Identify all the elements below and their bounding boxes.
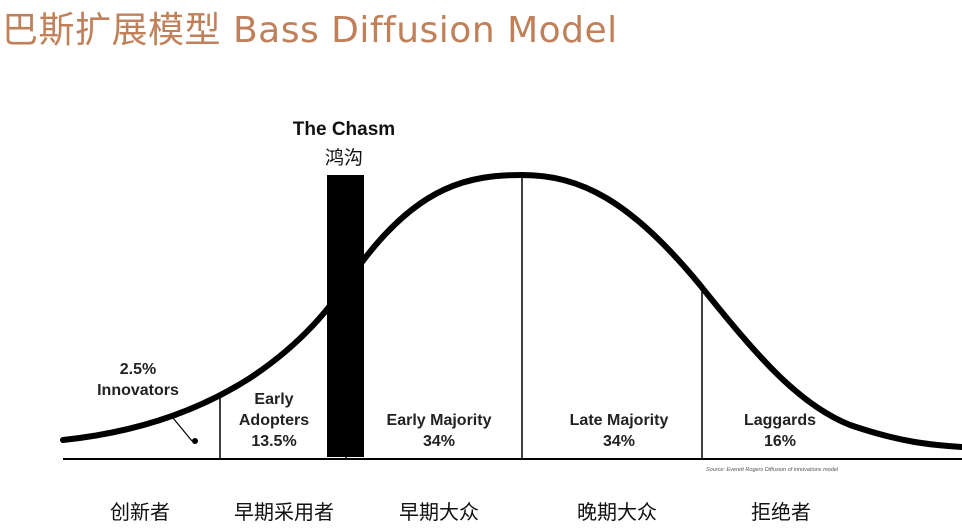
innovators-name: Innovators [97, 382, 179, 399]
early-majority-label: Early Majority 34% [366, 410, 512, 452]
chasm-label-cn: 鸿沟 [324, 147, 363, 169]
late-majority-cn-label: 晚期大众 [577, 500, 657, 524]
late-majority-label: Late Majority 34% [546, 410, 692, 452]
laggards-name: Laggards [743, 412, 816, 429]
innovators-pointer-dot [192, 438, 198, 444]
innovators-cn-label: 创新者 [110, 500, 170, 524]
laggards-percent: 16% [763, 433, 797, 450]
early-adopters-cn-label: 早期采用者 [234, 500, 334, 524]
innovators-percent: 2.5% [119, 361, 157, 378]
early-majority-percent: 34% [422, 433, 456, 450]
early-majority-cn-label: 早期大众 [399, 500, 479, 524]
early-adopters-name-line1: Early [254, 391, 294, 408]
innovators-label: 2.5% Innovators [78, 359, 198, 401]
late-majority-percent: 34% [602, 433, 636, 450]
early-adopters-percent: 13.5% [251, 433, 297, 450]
early-majority-name: Early Majority [386, 412, 492, 429]
laggards-cn-label: 拒绝者 [751, 500, 811, 524]
source-note: Source: Everett Rogers Diffusion of inno… [706, 467, 839, 473]
late-majority-name: Late Majority [569, 412, 669, 429]
laggards-label: Laggards 16% [712, 410, 848, 452]
early-adopters-name-line2: Adopters [238, 412, 310, 429]
chasm-label: The Chasm [292, 119, 396, 140]
early-adopters-label: Early Adopters 13.5% [222, 389, 326, 452]
chasm-bar [327, 175, 364, 457]
bell-curve [60, 171, 962, 450]
innovators-pointer-line [172, 417, 193, 442]
slide-title: 巴斯扩展模型 Bass Diffusion Model [2, 10, 618, 51]
